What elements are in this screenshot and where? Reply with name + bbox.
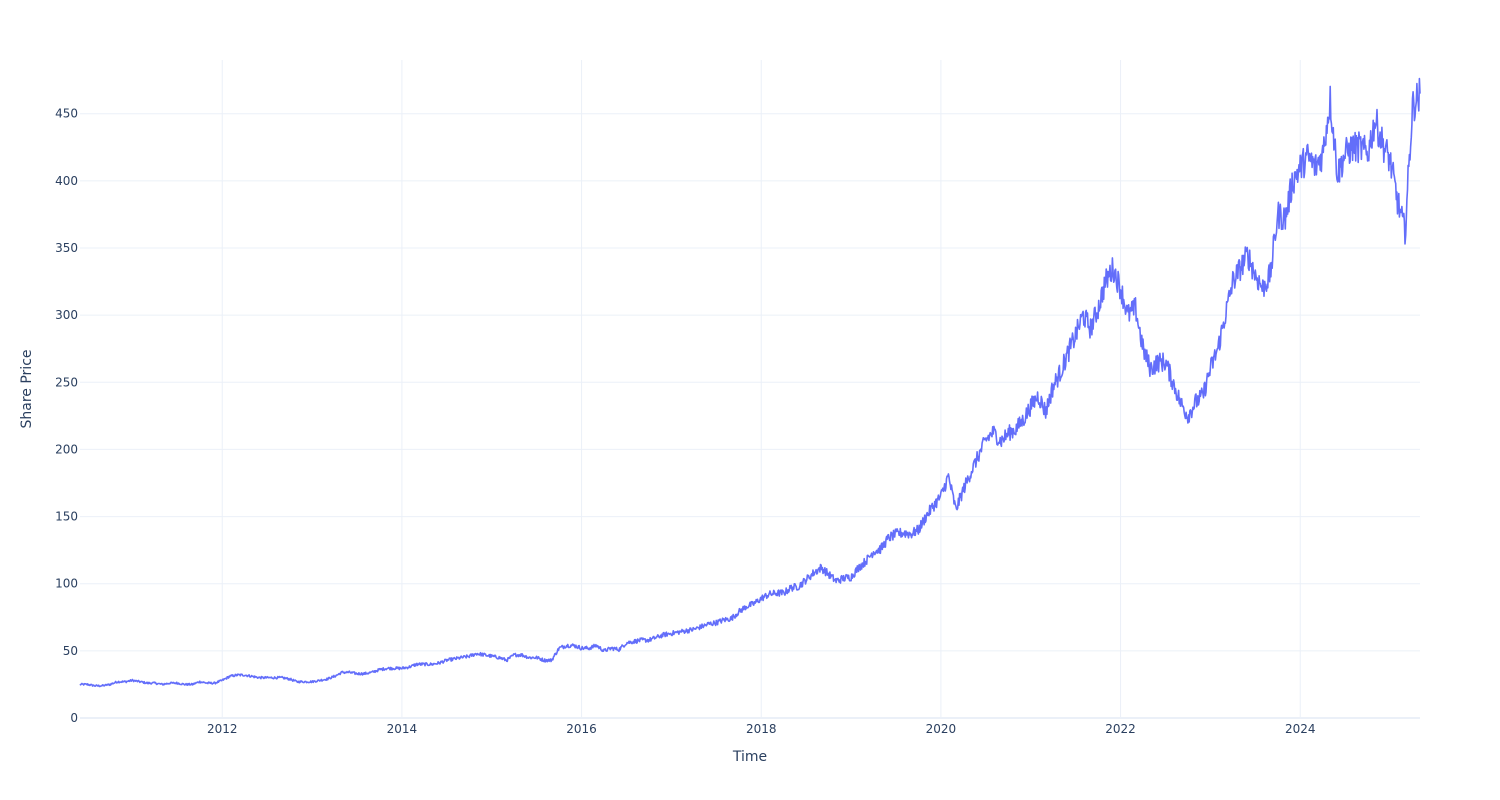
- y-tick-label: 350: [55, 241, 78, 255]
- gridlines: [80, 60, 1420, 719]
- y-axis-ticks: 0 50 100 150 200 250 300 350 400 450: [55, 107, 78, 725]
- x-tick-label: 2020: [926, 722, 957, 736]
- x-tick-label: 2012: [207, 722, 238, 736]
- series-layer: [79, 77, 1421, 688]
- y-axis-title: Share Price: [19, 349, 35, 428]
- y-tick-label: 100: [55, 577, 78, 591]
- y-tick-label: 0: [70, 711, 78, 725]
- y-tick-label: 300: [55, 308, 78, 322]
- y-tick-label: 250: [55, 375, 78, 389]
- x-tick-label: 2018: [746, 722, 777, 736]
- y-tick-label: 200: [55, 442, 78, 456]
- y-tick-label: 400: [55, 174, 78, 188]
- y-tick-label: 150: [55, 510, 78, 524]
- x-axis-title: Time: [732, 749, 767, 765]
- share-price-line: [79, 77, 1421, 688]
- y-tick-label: 450: [55, 107, 78, 121]
- y-tick-label: 50: [63, 644, 78, 658]
- x-tick-label: 2024: [1285, 722, 1316, 736]
- x-tick-label: 2014: [387, 722, 418, 736]
- x-axis-ticks: 2012 2014 2016 2018 2020 2022 2024: [207, 722, 1316, 736]
- x-tick-label: 2022: [1105, 722, 1136, 736]
- x-tick-label: 2016: [566, 722, 597, 736]
